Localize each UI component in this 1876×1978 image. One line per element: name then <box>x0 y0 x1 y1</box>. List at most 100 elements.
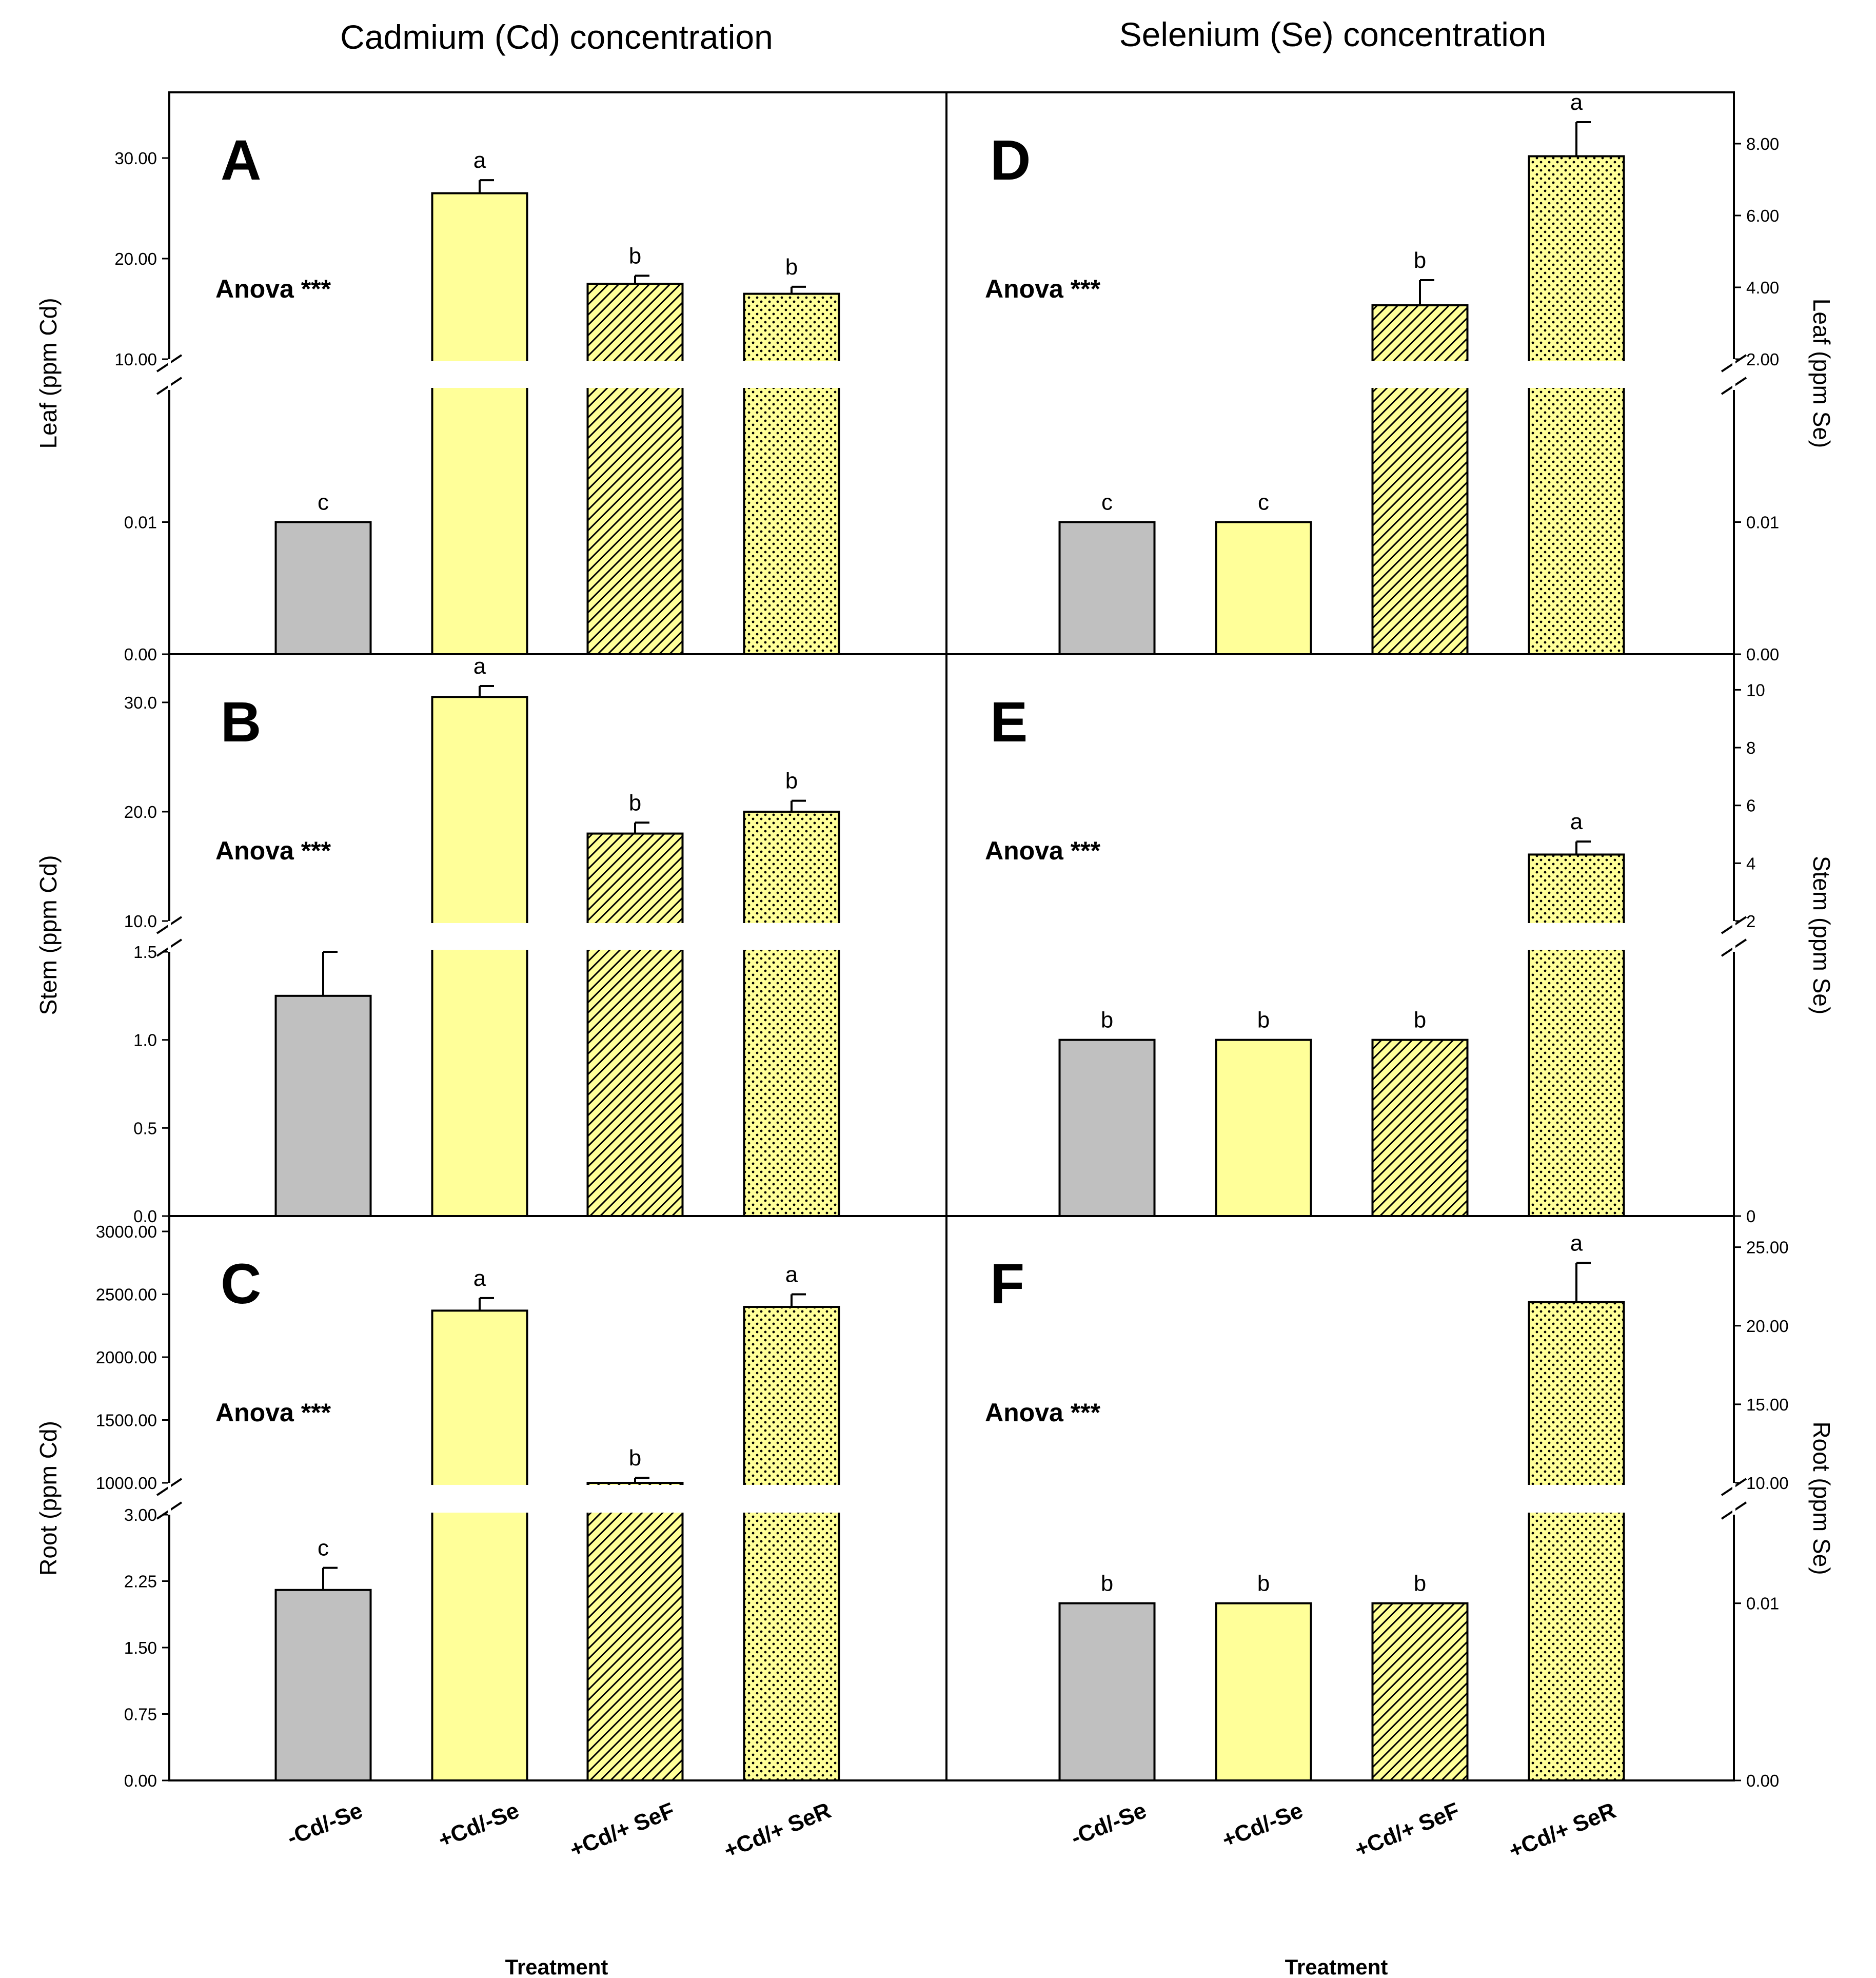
y-tick-label: 0.00 <box>1746 1771 1779 1790</box>
y-tick-label: 10 <box>1746 680 1765 699</box>
y-tick-label: 30.00 <box>114 149 157 168</box>
y-tick-label: 0.01 <box>1746 1594 1779 1613</box>
significance-letter: c <box>318 490 329 515</box>
significance-letter: b <box>629 1445 641 1471</box>
y-tick-label: 2 <box>1746 912 1755 931</box>
x-axis-label-right: Treatment <box>1285 1955 1388 1978</box>
x-category-label: +Cd/+ SeR <box>1505 1798 1619 1864</box>
significance-letter: b <box>1414 248 1426 273</box>
significance-letter: b <box>1101 1008 1113 1033</box>
y-tick-label: 2.00 <box>1746 350 1779 369</box>
y-axis-label: Root (ppm Se) <box>1808 1421 1835 1575</box>
panel-letter: D <box>990 129 1031 192</box>
x-axis-label-left: Treatment <box>505 1955 608 1978</box>
bar-E-3 <box>1371 1039 1469 1217</box>
panel-C: 1000.00 1500.00 2000.00 2500.00 3000.00 0.00 0… <box>35 1222 945 1790</box>
axis-break-gap <box>948 1485 1732 1513</box>
anova-label: Anova *** <box>985 836 1101 865</box>
significance-letter: b <box>1414 1008 1426 1033</box>
bar-D-3 <box>1371 304 1469 655</box>
y-tick-label: 8.00 <box>1746 134 1779 153</box>
y-tick-label: 2.25 <box>124 1572 157 1591</box>
significance-letter: c <box>1101 490 1113 515</box>
y-axis-label: Stem (ppm Se) <box>1808 856 1835 1014</box>
y-tick-label: 0.5 <box>133 1119 157 1138</box>
x-category-label: -Cd/-Se <box>284 1798 366 1851</box>
y-tick-label: 3000.00 <box>96 1222 157 1241</box>
significance-letter: a <box>473 148 486 173</box>
panel-F: 10.00 15.00 20.00 25.00 0.00 0.01 b b b a F Anova *… <box>948 1230 1835 1790</box>
bar-D-1 <box>1058 521 1156 655</box>
y-tick-label: 0.0 <box>133 1207 157 1226</box>
significance-letter: c <box>1258 490 1269 515</box>
y-axis-label: Leaf (ppm Cd) <box>35 298 62 448</box>
bar-C-3 <box>586 1482 684 1781</box>
panel-D: 2.00 4.00 6.00 8.00 0.00 0.01 c c b a D Anova *** Le… <box>948 90 1835 664</box>
axis-break-gap <box>948 923 1732 950</box>
panel-E: 2 4 6 8 10 0 b b b a E Anova *** Stem (ppm Se) <box>948 680 1835 1226</box>
panel-letter: C <box>221 1252 261 1316</box>
panel-A: 10.00 20.00 30.00 0.00 0.01 c a b b A Anova *** Lea… <box>35 129 945 664</box>
y-tick-label: 25.00 <box>1746 1238 1789 1257</box>
y-tick-label: 0.00 <box>1746 645 1779 664</box>
bar-A-1 <box>274 521 372 655</box>
significance-letter: a <box>1570 90 1583 115</box>
y-axis-label: Stem (ppm Cd) <box>35 855 62 1015</box>
bar-C-4 <box>743 1306 840 1781</box>
y-tick-label: 4.00 <box>1746 278 1779 297</box>
bar-E-2 <box>1215 1039 1312 1217</box>
x-category-label: -Cd/-Se <box>1068 1798 1150 1851</box>
significance-letter: b <box>1257 1008 1270 1033</box>
bar-C-1 <box>274 1589 372 1781</box>
bar-F-4 <box>1528 1301 1625 1781</box>
significance-letter: b <box>629 243 641 268</box>
significance-letter: b <box>629 790 641 815</box>
bar-F-2 <box>1215 1602 1312 1782</box>
bar-A-2 <box>431 192 528 656</box>
bar-B-3 <box>586 832 684 1217</box>
anova-label: Anova *** <box>215 836 331 865</box>
panel-B: 10.020.030.00.00.51.01.5cabbBAnova ***St… <box>35 654 945 1226</box>
x-category-label: +Cd/+ SeR <box>720 1798 834 1864</box>
bar-A-3 <box>586 283 684 655</box>
significance-letter: b <box>1257 1571 1270 1596</box>
y-tick-label: 2500.00 <box>96 1285 157 1304</box>
significance-letter: a <box>785 1262 798 1287</box>
significance-letter: a <box>473 654 486 679</box>
y-tick-label: 1.0 <box>133 1031 157 1050</box>
axis-break-gap <box>171 1485 945 1513</box>
bar-B-1 <box>274 994 372 1218</box>
y-tick-label: 20.00 <box>1746 1317 1789 1336</box>
y-tick-label: 15.00 <box>1746 1395 1789 1414</box>
significance-letter: a <box>473 1266 486 1291</box>
bar-E-1 <box>1058 1039 1156 1217</box>
significance-letter: b <box>1414 1571 1426 1596</box>
panel-letter: E <box>990 691 1028 754</box>
y-tick-label: 1500.00 <box>96 1411 157 1430</box>
y-tick-label: 20.00 <box>114 249 157 268</box>
panel-letter: F <box>990 1252 1024 1316</box>
significance-letter: c <box>318 1536 329 1561</box>
x-category-label: +Cd/-Se <box>435 1798 522 1853</box>
x-category-label: +Cd/-Se <box>1218 1798 1306 1853</box>
y-tick-label: 10.00 <box>1746 1474 1789 1493</box>
panel-letter: A <box>221 129 261 192</box>
anova-label: Anova *** <box>215 275 331 303</box>
axis-break-gap <box>171 923 945 950</box>
significance-letter: b <box>785 254 798 280</box>
y-tick-label: 10.00 <box>114 350 157 369</box>
significance-letter: a <box>1570 1230 1583 1256</box>
y-tick-label: 0.75 <box>124 1705 157 1724</box>
significance-letter: b <box>785 769 798 794</box>
y-tick-label: 2000.00 <box>96 1348 157 1367</box>
axis-break-gap <box>171 361 945 388</box>
bar-B-2 <box>431 696 528 1217</box>
anova-label: Anova *** <box>985 1398 1101 1427</box>
y-tick-label: 0.01 <box>124 513 157 532</box>
bar-C-2 <box>431 1309 528 1782</box>
y-tick-label: 10.0 <box>124 912 157 931</box>
y-tick-label: 6 <box>1746 796 1755 815</box>
significance-letter: a <box>1570 809 1583 834</box>
